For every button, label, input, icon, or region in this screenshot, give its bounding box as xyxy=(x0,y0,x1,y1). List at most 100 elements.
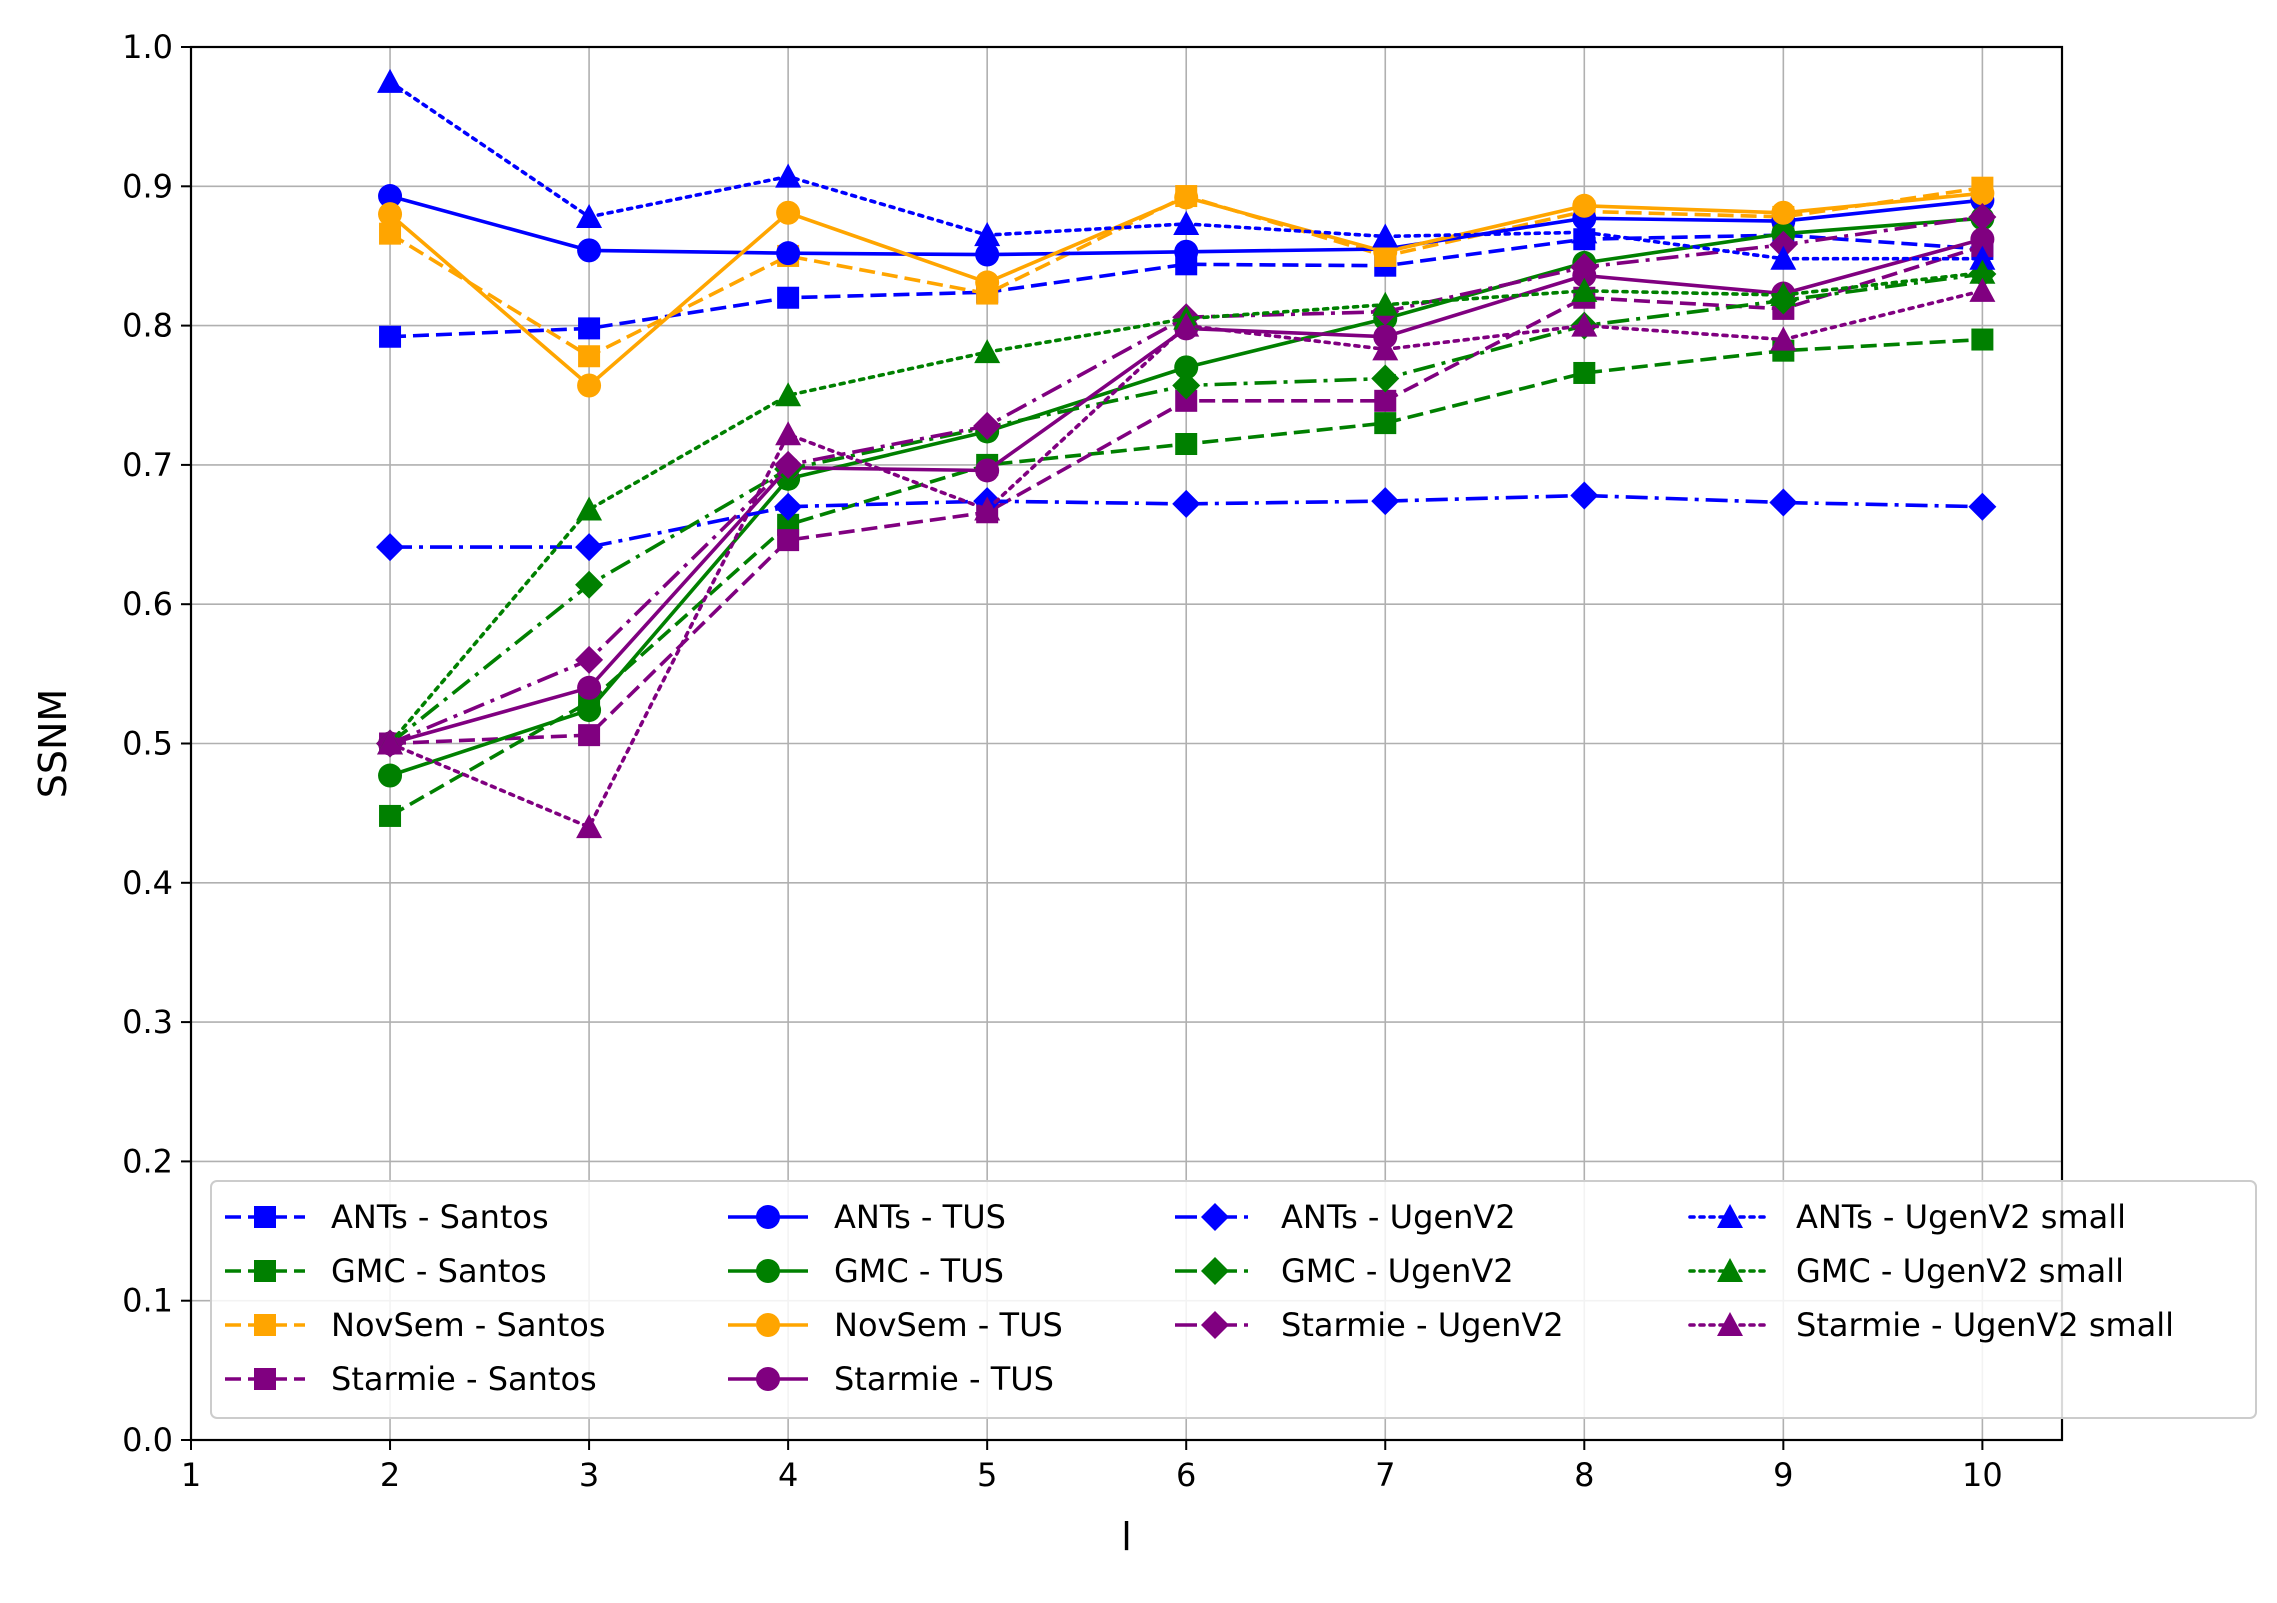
y-tick-label: 0.9 xyxy=(122,167,173,205)
series-ants-ugenv2-small xyxy=(377,68,1996,270)
legend-item: Starmie - Santos xyxy=(225,1360,597,1398)
legend-item: GMC - UgenV2 small xyxy=(1688,1252,2124,1290)
series-ants-ugenv2 xyxy=(376,481,1997,562)
data-point xyxy=(576,496,603,521)
data-point xyxy=(578,345,601,368)
legend-label: ANTs - UgenV2 xyxy=(1281,1198,1516,1236)
y-tick-label: 1.0 xyxy=(122,28,173,66)
y-tick-label: 0.1 xyxy=(122,1282,173,1320)
data-point xyxy=(974,496,1001,521)
data-point xyxy=(377,730,404,755)
x-tick-label: 3 xyxy=(579,1456,599,1494)
data-point xyxy=(1172,489,1201,518)
legend-item: ANTs - UgenV2 small xyxy=(1688,1198,2126,1236)
data-point xyxy=(377,68,404,93)
legend-box xyxy=(210,1180,2257,1419)
data-point xyxy=(379,804,402,827)
legend-marker xyxy=(1201,1311,1229,1339)
data-point xyxy=(1770,326,1797,351)
data-point xyxy=(1372,223,1399,248)
data-point xyxy=(1770,281,1797,307)
legend-label: Starmie - Santos xyxy=(331,1360,597,1398)
x-tick-label: 1 xyxy=(181,1456,201,1494)
legend-label: Starmie - TUS xyxy=(834,1360,1054,1398)
data-point xyxy=(1571,277,1598,302)
data-point xyxy=(378,763,403,788)
x-tick-label: 2 xyxy=(380,1456,400,1494)
data-point xyxy=(776,200,801,225)
legend-item: GMC - TUS xyxy=(728,1252,1004,1290)
legend-item: GMC - UgenV2 xyxy=(1175,1252,1514,1290)
legend-label: NovSem - Santos xyxy=(331,1306,606,1344)
series-novsem-tus xyxy=(378,181,1995,398)
data-point xyxy=(1572,193,1597,218)
y-tick-label: 0.5 xyxy=(122,725,173,763)
x-tick-label: 4 xyxy=(778,1456,798,1494)
data-point xyxy=(577,675,602,700)
legend-marker xyxy=(1717,1258,1743,1283)
data-point xyxy=(577,698,602,723)
x-axis-label: l xyxy=(1121,1515,1132,1559)
data-point xyxy=(1371,364,1400,393)
data-point xyxy=(1769,230,1798,259)
data-point xyxy=(774,450,803,479)
y-tick-label: 0.7 xyxy=(122,446,173,484)
data-point xyxy=(576,203,603,228)
series-line xyxy=(389,233,1983,339)
data-point xyxy=(1970,227,1995,252)
data-point xyxy=(777,529,800,552)
legend-marker xyxy=(254,1368,276,1390)
legend-label: Starmie - UgenV2 small xyxy=(1796,1306,2174,1344)
data-point xyxy=(973,411,1002,440)
data-point xyxy=(575,533,604,562)
data-point xyxy=(1174,239,1199,264)
legend-marker xyxy=(254,1260,276,1282)
series-gmc-santos xyxy=(379,328,1994,827)
axes xyxy=(181,46,1984,1450)
data-point xyxy=(1970,181,1995,206)
x-tick-label: 9 xyxy=(1773,1456,1793,1494)
data-point xyxy=(774,492,803,521)
data-point xyxy=(577,373,602,398)
legend-label: GMC - Santos xyxy=(331,1252,547,1290)
data-point xyxy=(379,222,402,245)
data-point xyxy=(1969,245,1996,270)
legend-label: GMC - UgenV2 small xyxy=(1796,1252,2124,1290)
data-point xyxy=(1969,277,1996,302)
data-point xyxy=(577,238,602,263)
data-point xyxy=(1174,355,1199,380)
data-point xyxy=(1175,433,1198,456)
data-point xyxy=(975,242,1000,267)
data-point xyxy=(1573,361,1596,384)
legend-label: ANTs - Santos xyxy=(331,1198,549,1236)
data-point xyxy=(1968,492,1997,521)
data-point xyxy=(1969,259,1996,284)
legend-marker xyxy=(1201,1203,1229,1231)
x-tick-label: 8 xyxy=(1574,1456,1594,1494)
legend-label: Starmie - UgenV2 xyxy=(1281,1306,1564,1344)
legend-marker xyxy=(254,1314,276,1336)
data-point xyxy=(578,724,601,747)
legend-label: ANTs - TUS xyxy=(834,1198,1006,1236)
data-point xyxy=(775,382,802,407)
data-point xyxy=(575,570,604,599)
data-point xyxy=(1570,253,1599,282)
data-point xyxy=(777,286,800,309)
legend: ANTs - Santos GMC - Santos NovSem - Santos… xyxy=(210,1180,2257,1419)
x-tick-label: 7 xyxy=(1375,1456,1395,1494)
legend-item: Starmie - UgenV2 xyxy=(1175,1306,1564,1344)
legend-marker xyxy=(756,1259,780,1283)
legend-marker xyxy=(1201,1257,1229,1285)
y-tick-label: 0.2 xyxy=(122,1142,173,1180)
series-starmie-ugenv2-small xyxy=(377,277,1996,839)
data-point xyxy=(575,645,604,674)
data-point xyxy=(1769,488,1798,517)
data-point xyxy=(1374,389,1397,412)
data-point xyxy=(1570,481,1599,510)
data-point xyxy=(1571,312,1598,337)
data-point xyxy=(1372,336,1399,361)
data-point xyxy=(974,339,1001,364)
data-point xyxy=(775,421,802,446)
